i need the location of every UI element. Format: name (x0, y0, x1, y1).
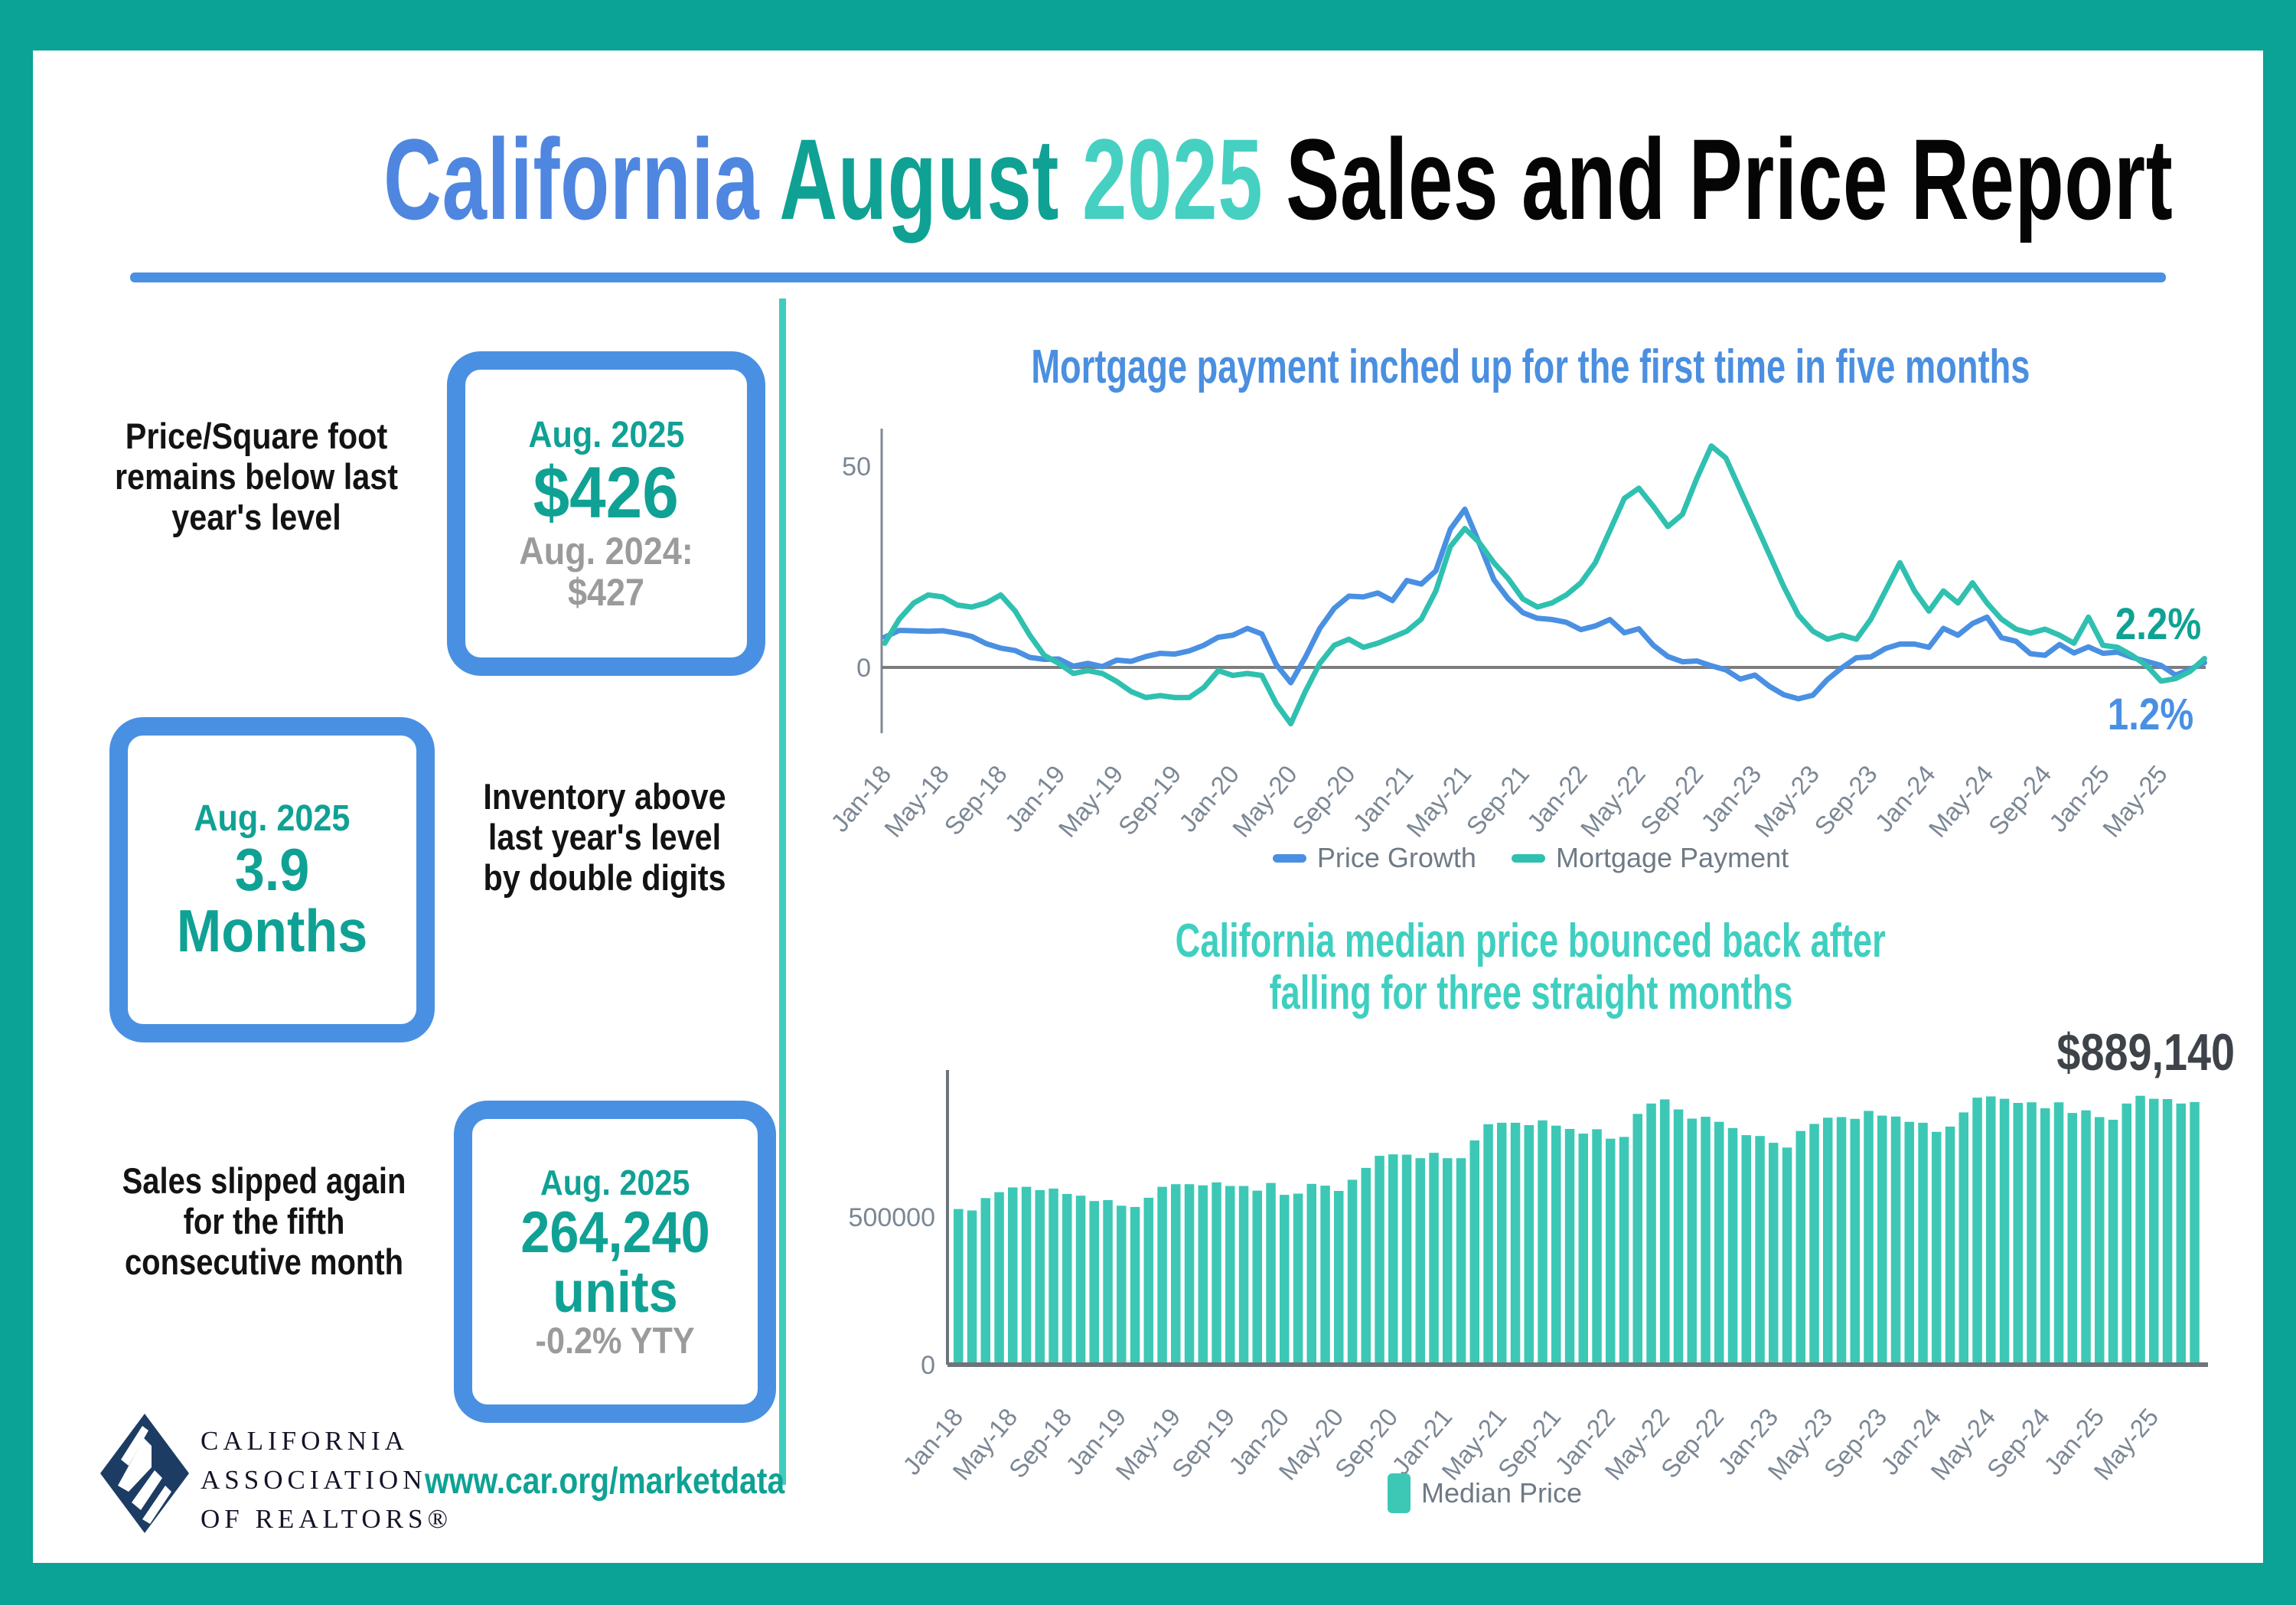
svg-text:0: 0 (921, 1351, 935, 1380)
page-title: California August 2025 Sales and Price R… (0, 113, 2296, 246)
stat2-value: 3.9 Months (176, 836, 368, 964)
frame-right (2263, 0, 2296, 1605)
title-california: California (383, 115, 760, 243)
bar-chart-legend: Median Price (949, 1473, 2020, 1513)
stat1-value: $426 (533, 452, 680, 534)
svg-text:May-21: May-21 (1401, 760, 1476, 843)
legend-item-mortgage-payment: Mortgage Payment (1511, 842, 1789, 874)
org-line-1: CALIFORNIA (201, 1426, 409, 1456)
price-growth-swatch-icon (1272, 853, 1306, 863)
svg-text:Sep-24: Sep-24 (1983, 760, 2057, 840)
stat2-period: Aug. 2025 (194, 798, 351, 840)
svg-text:0: 0 (856, 654, 871, 683)
median-price-bar-chart: 5000000Jan-18May-18Sep-18Jan-19May-19Sep… (849, 1070, 2208, 1485)
website-link[interactable]: www.car.org/marketdata (425, 1461, 785, 1502)
bar-chart-title: California median price bounced back aft… (1175, 915, 1887, 1020)
svg-text:Sep-18: Sep-18 (938, 760, 1013, 840)
column-divider (779, 298, 786, 1485)
svg-text:May-22: May-22 (1575, 760, 1651, 843)
stat3-value: 264,240 units (520, 1200, 710, 1325)
svg-text:May-18: May-18 (879, 760, 954, 843)
median-price-label: Median Price (1420, 1477, 1583, 1509)
mortgage-payment-line-chart: 500Jan-18May-18Sep-18Jan-19May-19Sep-19J… (827, 429, 2207, 843)
stat-headline-price-sqft: Price/Square foot remains below last yea… (114, 416, 399, 538)
mortgage-payment-label: Mortgage Payment (1555, 842, 1789, 873)
stat-box-price-sqft: Aug. 2025 $426 Aug. 2024: $427 (447, 351, 765, 676)
median-price-swatch-icon (1387, 1473, 1411, 1513)
stat3-period: Aug. 2025 (540, 1163, 690, 1203)
legend-item-median-price: Median Price (1387, 1473, 1583, 1513)
org-line-2: ASSOCIATION (201, 1464, 427, 1495)
frame-left (0, 0, 33, 1605)
stat1-period: Aug. 2025 (527, 415, 685, 456)
stat-headline-sales: Sales slipped again for the fifth consec… (122, 1160, 406, 1283)
latest-median-price-annotation: $889,140 (2056, 1023, 2235, 1081)
svg-text:500000: 500000 (849, 1203, 935, 1232)
title-underline (130, 272, 2166, 282)
line-chart-title: Mortgage payment inched up for the first… (1031, 341, 2030, 393)
stat3-comparison: -0.2% YTY (535, 1321, 695, 1362)
title-rest: Sales and Price Report (1286, 115, 2174, 243)
svg-text:May-24: May-24 (1923, 760, 1998, 843)
svg-text:May-19: May-19 (1052, 760, 1128, 843)
car-logo-icon (100, 1414, 189, 1533)
title-august: August (779, 115, 1060, 243)
title-year: 2025 (1081, 115, 1264, 243)
org-name: CALIFORNIA ASSOCIATION OF REALTORS® (201, 1422, 452, 1538)
stat-headline-inventory: Inventory above last year's level by dou… (483, 776, 726, 899)
svg-text:Sep-21: Sep-21 (1460, 760, 1534, 840)
svg-text:50: 50 (842, 452, 871, 481)
price-growth-label: Price Growth (1316, 842, 1476, 873)
price-growth-end-value: 1.2% (2107, 690, 2194, 739)
org-line-3: OF REALTORS® (201, 1503, 453, 1534)
svg-text:May-23: May-23 (1749, 760, 1825, 843)
svg-text:Sep-22: Sep-22 (1635, 760, 1709, 840)
stat-box-sales: Aug. 2025 264,240 units -0.2% YTY (454, 1101, 776, 1423)
svg-text:Sep-19: Sep-19 (1113, 760, 1187, 840)
mortgage-payment-swatch-icon (1511, 853, 1545, 863)
stat1-comparison: Aug. 2024: $427 (519, 529, 693, 614)
mortgage-payment-end-value: 2.2% (2115, 599, 2202, 649)
legend-item-price-growth: Price Growth (1272, 842, 1476, 874)
svg-text:May-25: May-25 (2097, 760, 2173, 843)
frame-top (0, 0, 2296, 51)
svg-text:Sep-23: Sep-23 (1808, 760, 1883, 840)
svg-text:May-20: May-20 (1227, 760, 1303, 843)
stat-box-inventory: Aug. 2025 3.9 Months (109, 717, 435, 1042)
line-chart-legend: Price Growth Mortgage Payment (980, 842, 2082, 874)
svg-text:Sep-20: Sep-20 (1287, 760, 1361, 840)
frame-bottom (0, 1563, 2296, 1605)
